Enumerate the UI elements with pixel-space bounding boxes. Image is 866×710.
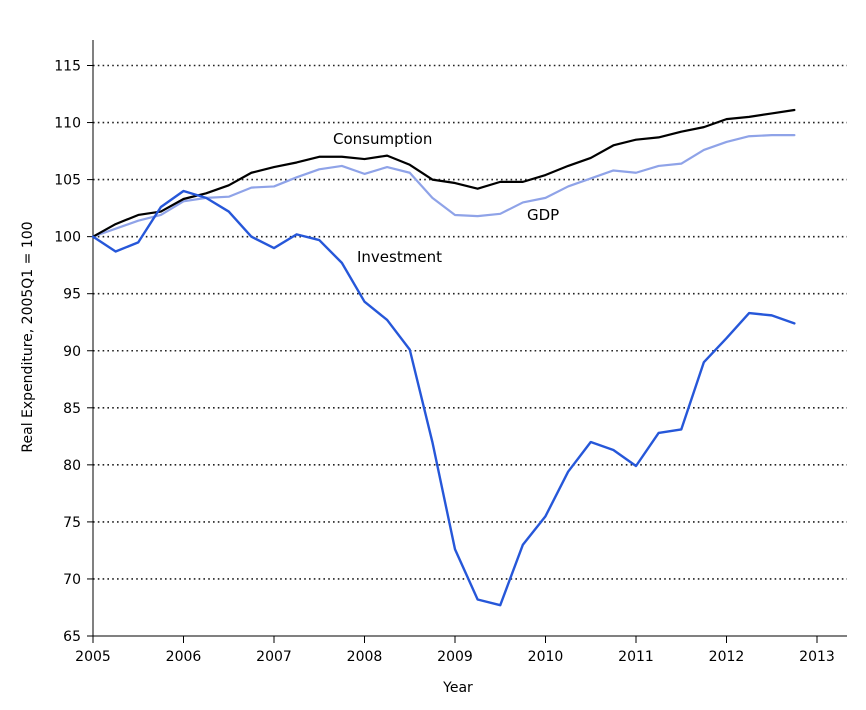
series-lines <box>91 108 796 607</box>
series-labels: Consumption GDP Investment <box>333 130 559 266</box>
series-label-consumption: Consumption <box>333 130 432 148</box>
series-line-consumption <box>91 108 796 238</box>
grid-lines <box>93 64 847 580</box>
tick-labels: 65 70 75 80 85 90 95 100 105 110 115 2005 2006 2007 20… <box>54 59 835 666</box>
y-tick-label-90: 90 <box>63 344 81 360</box>
axes <box>87 40 847 643</box>
y-tick-label-80: 80 <box>63 458 81 474</box>
series-line-gdp <box>91 134 796 238</box>
x-tick-label-2005: 2005 <box>75 649 111 665</box>
y-tick-label-105: 105 <box>54 173 81 189</box>
y-tick-label-85: 85 <box>63 401 81 417</box>
x-tick-label-2012: 2012 <box>709 649 745 665</box>
y-tick-label-75: 75 <box>63 515 81 531</box>
series-line-investment <box>91 189 796 607</box>
x-tick-label-2013: 2013 <box>799 649 835 665</box>
series-label-gdp: GDP <box>527 206 559 224</box>
x-axis-title: Year <box>442 680 473 696</box>
x-tick-label-2011: 2011 <box>618 649 654 665</box>
x-tick-label-2007: 2007 <box>256 649 292 665</box>
y-tick-label-100: 100 <box>54 230 81 246</box>
y-tick-label-65: 65 <box>63 629 81 645</box>
y-tick-label-70: 70 <box>63 572 81 588</box>
series-label-investment: Investment <box>357 248 442 266</box>
y-tick-label-110: 110 <box>54 116 81 132</box>
x-tick-label-2009: 2009 <box>437 649 473 665</box>
x-tick-label-2006: 2006 <box>166 649 202 665</box>
y-axis-title: Real Expenditure, 2005Q1 = 100 <box>20 221 36 452</box>
y-tick-label-115: 115 <box>54 59 81 75</box>
x-tick-label-2008: 2008 <box>347 649 383 665</box>
x-tick-label-2010: 2010 <box>528 649 564 665</box>
y-tick-label-95: 95 <box>63 287 81 303</box>
